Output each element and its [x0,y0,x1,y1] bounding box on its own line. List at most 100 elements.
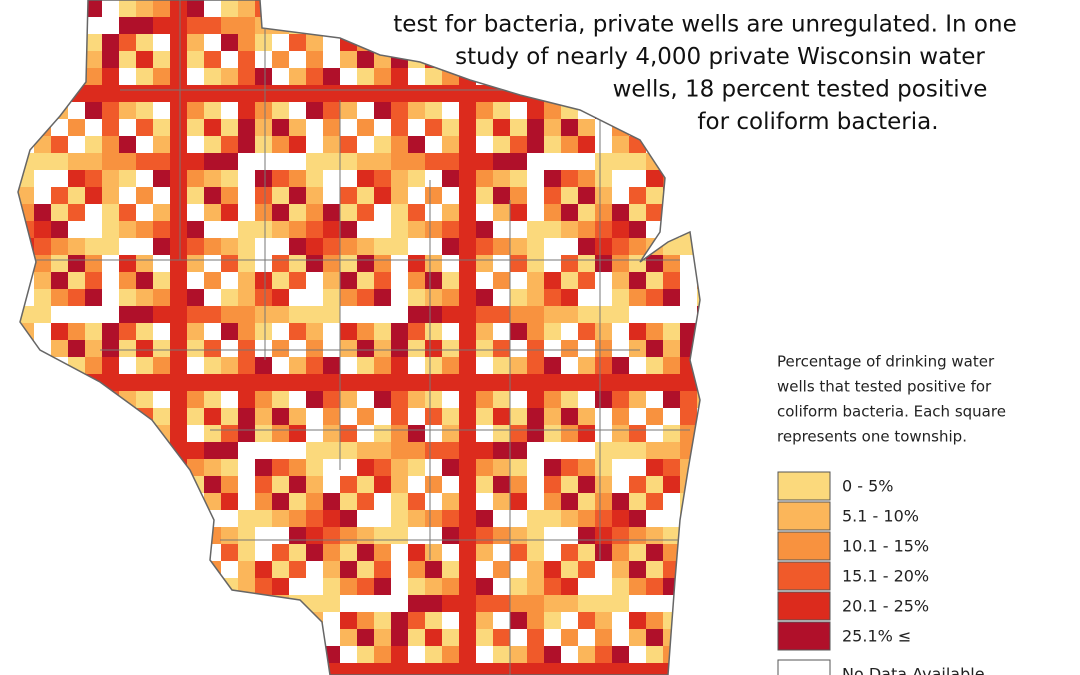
township-square [119,612,136,629]
township-square [408,391,425,408]
township-square [153,629,170,646]
township-square [425,272,442,289]
township-square [493,68,510,85]
township-square [51,493,68,510]
township-square [51,136,68,153]
township-square [272,425,289,442]
township-square [153,459,170,476]
township-square [136,0,153,17]
township-square [289,204,306,221]
township-square [340,340,357,357]
township-square [272,289,289,306]
township-square [153,306,170,323]
township-square [408,340,425,357]
township-square [476,595,493,612]
township-square [544,374,561,391]
township-square [68,204,85,221]
township-square [357,561,374,578]
township-square [34,0,51,17]
township-square [221,442,238,459]
township-square [0,323,17,340]
township-square [544,408,561,425]
township-square [680,374,697,391]
township-square [34,17,51,34]
township-square [255,119,272,136]
township-square [493,527,510,544]
township-square [85,136,102,153]
township-square [306,510,323,527]
township-square [255,459,272,476]
township-square [119,493,136,510]
township-square [357,85,374,102]
township-square [476,510,493,527]
township-square [0,68,17,85]
township-square [408,306,425,323]
township-square [544,510,561,527]
township-square [425,408,442,425]
township-square [255,578,272,595]
township-square [646,493,663,510]
township-square [612,561,629,578]
township-square [187,221,204,238]
township-square [442,561,459,578]
township-square [272,187,289,204]
township-square [102,85,119,102]
township-square [136,374,153,391]
township-square [629,527,646,544]
township-square [204,187,221,204]
township-square [357,357,374,374]
township-square [374,629,391,646]
township-square [510,663,527,675]
township-square [544,612,561,629]
township-square [374,85,391,102]
township-square [170,340,187,357]
township-square [629,391,646,408]
township-square [255,170,272,187]
township-square [187,578,204,595]
legend-label: 25.1% ≤ [842,627,911,646]
township-square [595,544,612,561]
township-square [272,0,289,17]
township-square [459,340,476,357]
township-square [510,493,527,510]
township-square [459,153,476,170]
township-square [374,340,391,357]
township-square [629,612,646,629]
township-square [221,459,238,476]
township-square [187,391,204,408]
township-square [629,238,646,255]
township-square [697,306,700,323]
township-square [34,357,51,374]
township-square [238,510,255,527]
township-square [0,544,17,561]
township-square [306,374,323,391]
township-square [306,357,323,374]
township-square [425,595,442,612]
township-square [0,221,17,238]
township-square [357,459,374,476]
township-square [34,578,51,595]
township-square [459,544,476,561]
township-square [289,221,306,238]
township-square [153,51,170,68]
township-square [476,391,493,408]
township-square [544,119,561,136]
township-square [18,646,34,663]
township-square [408,221,425,238]
township-square [238,306,255,323]
township-square [629,561,646,578]
township-square [34,272,51,289]
township-square [578,255,595,272]
township-square [697,272,700,289]
township-square [459,425,476,442]
township-square [595,527,612,544]
township-square [34,493,51,510]
township-square [187,459,204,476]
township-square [459,374,476,391]
township-square [136,272,153,289]
township-square [629,442,646,459]
township-square [425,442,442,459]
township-square [697,612,700,629]
township-square [51,204,68,221]
township-square [238,119,255,136]
